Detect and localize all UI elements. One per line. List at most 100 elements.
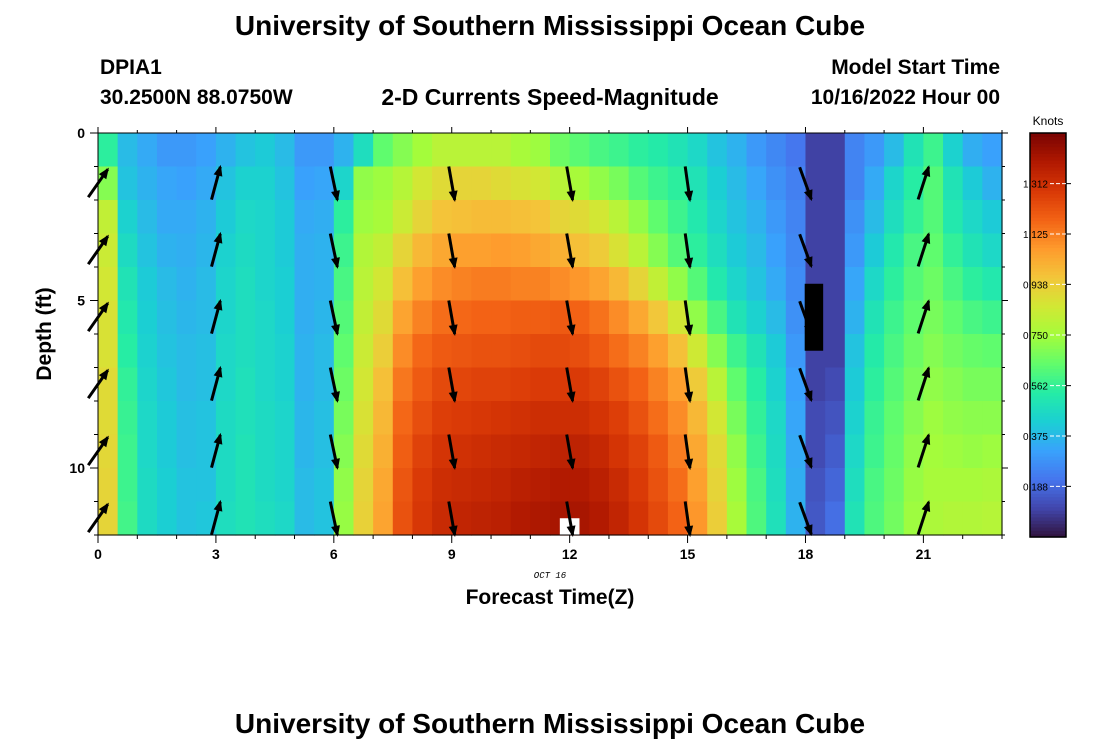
heatmap-cell — [510, 468, 531, 503]
heatmap-cell — [726, 334, 748, 369]
heatmap-cell — [982, 401, 1003, 436]
heatmap-cell — [648, 434, 669, 469]
heatmap-cell — [785, 200, 807, 235]
colorbar-segment — [1030, 180, 1066, 185]
colorbar-segment — [1030, 328, 1066, 333]
heatmap-cell — [608, 233, 630, 268]
heatmap-cell — [510, 300, 531, 335]
heatmap-cell — [943, 233, 964, 268]
heatmap-cell — [392, 133, 414, 168]
heatmap-cell — [805, 133, 826, 168]
colorbar-segment — [1030, 287, 1066, 292]
heatmap-cell — [215, 401, 237, 436]
heatmap-cell — [314, 501, 335, 536]
arrow-head — [684, 525, 694, 538]
x-tick-label: 6 — [330, 546, 338, 562]
heatmap-cell — [864, 434, 885, 469]
heatmap-cell — [333, 267, 355, 302]
current-arrow — [798, 367, 813, 403]
heatmap-cell — [825, 367, 846, 402]
colorbar-segment — [1030, 257, 1066, 262]
arrow-head — [566, 391, 576, 403]
current-arrow — [447, 501, 458, 537]
heatmap-cell — [707, 166, 728, 201]
colorbar-segment — [1030, 513, 1066, 518]
colorbar-segment — [1030, 503, 1066, 508]
heatmap-cell — [648, 334, 669, 369]
heatmap-cell — [255, 166, 276, 201]
heatmap-cell — [373, 233, 394, 268]
arrow-head — [213, 365, 223, 378]
heatmap-cell — [726, 233, 748, 268]
colorbar-segment — [1030, 493, 1066, 498]
arrow-head — [566, 525, 576, 537]
current-arrow — [565, 233, 576, 269]
heatmap-cell — [530, 133, 551, 168]
heatmap-cell — [726, 133, 748, 168]
heatmap-cell — [648, 133, 669, 168]
heatmap-cell — [569, 468, 590, 503]
heatmap-cell — [471, 133, 492, 168]
heatmap-cell — [314, 200, 335, 235]
heatmap-cell — [491, 200, 512, 235]
heatmap-cell — [982, 233, 1003, 268]
heatmap-cell — [766, 133, 787, 168]
colorbar-segment — [1030, 456, 1066, 461]
heatmap-cell — [412, 233, 433, 268]
heatmap-cell — [785, 166, 807, 201]
heatmap-cell — [392, 501, 414, 536]
heatmap-cell — [687, 334, 708, 369]
heatmap-cell — [687, 267, 708, 302]
colorbar-segment — [1030, 520, 1066, 525]
heatmap-cell — [766, 267, 787, 302]
heatmap-cell — [923, 468, 944, 503]
colorbar-segment — [1030, 429, 1066, 434]
colorbar-segment — [1030, 358, 1066, 363]
heatmap-cell — [176, 334, 197, 369]
heatmap-cell — [766, 468, 787, 503]
heatmap-cell — [373, 468, 394, 503]
heatmap-cell — [589, 233, 610, 268]
colorbar-segment — [1030, 533, 1066, 538]
heatmap-cell — [294, 468, 315, 503]
heatmap-cell — [491, 300, 512, 335]
colorbar-segment — [1030, 412, 1066, 417]
footer-title: University of Southern Mississippi Ocean… — [234, 708, 866, 739]
heatmap-cell — [294, 401, 315, 436]
heatmap-cell — [98, 200, 119, 235]
colorbar-segment — [1030, 217, 1066, 222]
colorbar-segment — [1030, 136, 1066, 141]
heatmap-cell — [137, 267, 158, 302]
current-arrow — [798, 166, 813, 202]
heatmap-cell — [274, 401, 296, 436]
heatmap-cell — [608, 300, 630, 335]
heatmap-cell — [235, 367, 256, 402]
current-arrow — [916, 366, 931, 401]
heatmap-cell — [805, 401, 826, 436]
heatmap-cell — [491, 501, 512, 536]
heatmap-cell — [962, 233, 983, 268]
heatmap-cell — [884, 166, 905, 201]
colorbar-segment — [1030, 375, 1066, 380]
heatmap-cell — [255, 501, 276, 536]
model-start-label: Model Start Time — [831, 56, 1000, 79]
heatmap-cell — [550, 166, 571, 201]
arrow-head — [684, 324, 694, 337]
heatmap-cell — [294, 200, 315, 235]
heatmap-cell — [884, 334, 905, 369]
heatmap-cell — [156, 468, 178, 503]
heatmap-cell — [864, 233, 885, 268]
heatmap-cell — [766, 166, 787, 201]
heatmap-cell — [530, 468, 551, 503]
colorbar-segment — [1030, 314, 1066, 319]
current-arrow — [447, 367, 458, 403]
colorbar-segment — [1030, 271, 1066, 275]
heatmap-cell — [117, 501, 138, 536]
heatmap-cell — [726, 300, 748, 335]
heatmap-cell — [412, 367, 433, 402]
current-arrow — [798, 434, 813, 470]
heatmap-cell — [510, 166, 531, 201]
arrow-head — [803, 256, 813, 269]
heatmap-cell — [314, 300, 335, 335]
heatmap-cell — [98, 300, 119, 335]
